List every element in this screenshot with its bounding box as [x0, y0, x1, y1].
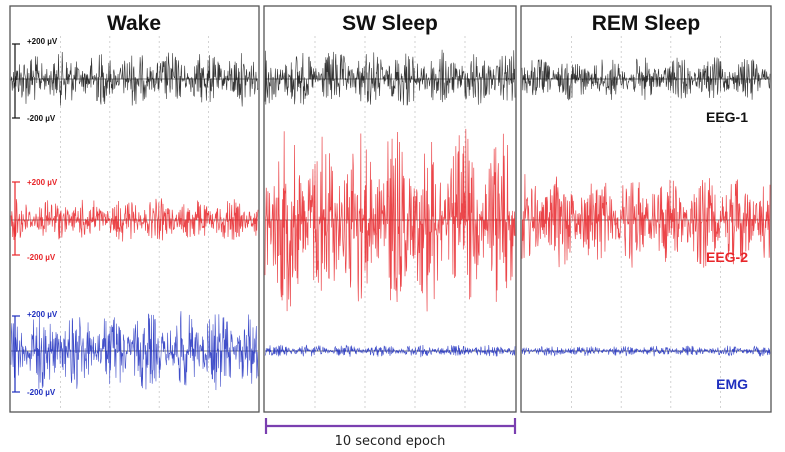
series-label-eeg-1: EEG-1	[706, 109, 748, 125]
series-label-eeg-2: EEG-2	[706, 249, 748, 265]
panel-title-sw-sleep: SW Sleep	[342, 12, 438, 35]
trace-emg-wake	[10, 311, 259, 391]
panel-title-rem-sleep: REM Sleep	[592, 12, 701, 35]
scale-bottom-emg: -200 µV	[27, 388, 56, 397]
scale-top-emg: +200 µV	[27, 310, 58, 319]
panel-frame-sw-sleep	[263, 5, 517, 413]
trace-eeg-1-rem-sleep	[521, 57, 771, 101]
trace-eeg-2-wake	[10, 198, 259, 242]
scale-top-eeg-2: +200 µV	[27, 178, 58, 187]
epoch-bracket	[264, 418, 517, 434]
scale-bottom-eeg-2: -200 µV	[27, 253, 56, 262]
trace-eeg-2-rem-sleep	[521, 174, 771, 268]
scale-top-eeg-1: +200 µV	[27, 37, 58, 46]
panel-frame-wake	[9, 5, 260, 413]
trace-emg-rem-sleep	[521, 345, 771, 357]
scale-bar-eeg-2	[12, 181, 20, 256]
epoch-label: 10 second epoch	[335, 434, 446, 449]
panel-frame-rem-sleep	[520, 5, 772, 413]
trace-eeg-1-sw-sleep	[264, 49, 516, 106]
trace-eeg-2-sw-sleep	[264, 128, 516, 312]
panel-title-wake: Wake	[107, 12, 161, 35]
trace-eeg-1-wake	[10, 51, 259, 107]
scale-bar-eeg-1	[12, 43, 20, 119]
series-label-emg: EMG	[716, 376, 748, 392]
scale-bottom-eeg-1: -200 µV	[27, 114, 56, 123]
trace-emg-sw-sleep	[264, 344, 516, 358]
scale-bar-emg	[12, 315, 20, 393]
